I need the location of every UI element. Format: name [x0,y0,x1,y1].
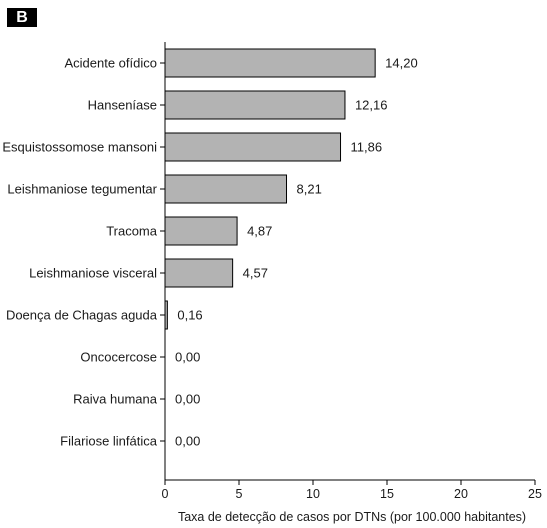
panel-label: B [7,8,37,27]
category-label: Acidente ofídico [64,56,157,71]
category-label: Tracoma [106,224,158,239]
category-label: Doença de Chagas aguda [6,308,158,323]
value-label: 14,20 [385,56,418,71]
x-tick-label: 15 [380,487,394,501]
value-label: 0,00 [175,350,200,365]
x-tick-label: 5 [236,487,243,501]
value-label: 0,00 [175,434,200,449]
category-label: Hanseníase [88,98,157,113]
bar [164,258,234,288]
value-label: 4,87 [247,224,272,239]
bar [164,90,346,120]
bar [164,132,342,162]
value-label: 11,86 [351,140,383,155]
bars-group: 14,20 12,16 11,86 8,21 4,87 4,57 0,16 0,00 0,00 0… [164,48,418,449]
category-label: Oncocercose [80,350,157,365]
axes-group: Acidente ofídico Hanseníase Esquistossomos… [2,42,542,501]
value-label: 8,21 [297,182,322,197]
value-label: 12,16 [355,98,388,113]
value-label: 0,00 [175,392,200,407]
bar [164,48,376,78]
category-label: Filariose linfática [60,434,158,449]
category-label: Leishmaniose visceral [29,266,157,281]
x-tick-label: 20 [454,487,468,501]
x-axis-title: Taxa de detecção de casos por DTNs (por … [178,510,526,524]
bar [164,174,288,204]
category-label: Raiva humana [73,392,158,407]
value-label: 4,57 [243,266,268,281]
bar [164,216,238,246]
category-label: Esquistossomose mansoni [2,140,157,155]
x-tick-label: 0 [162,487,169,501]
x-tick-label: 25 [528,487,542,501]
category-label: Leishmaniose tegumentar [7,182,157,197]
x-tick-label: 10 [306,487,320,501]
value-label: 0,16 [177,308,202,323]
